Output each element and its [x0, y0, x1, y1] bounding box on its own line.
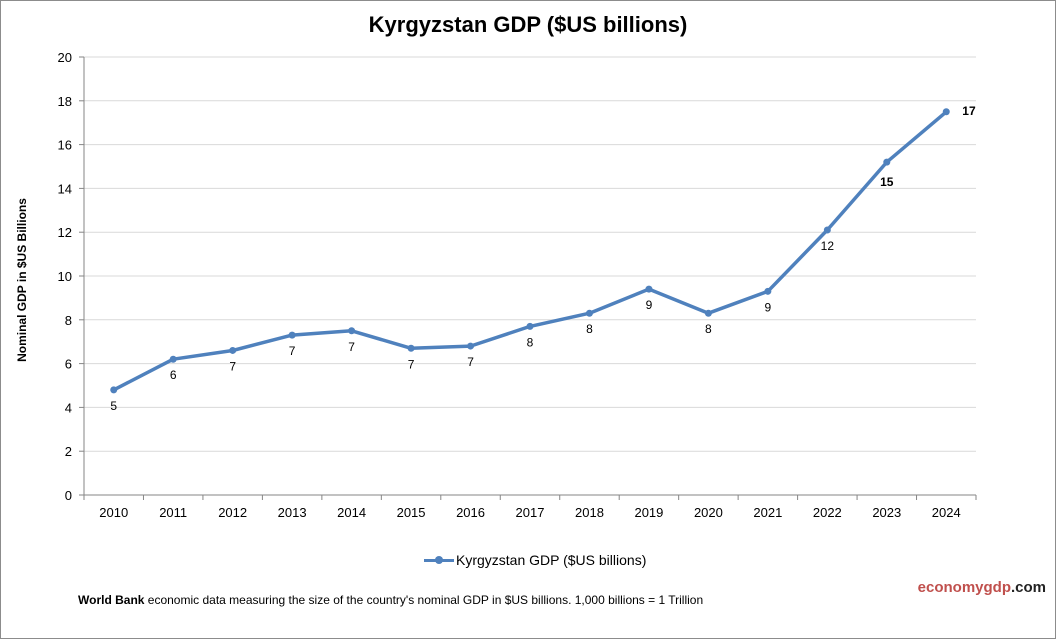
y-tick-label: 14 [58, 181, 72, 196]
data-label-2013: 7 [289, 344, 296, 358]
data-point-2011 [169, 355, 177, 363]
legend-label: Kyrgyzstan GDP ($US billions) [456, 552, 647, 568]
data-point-2020 [704, 309, 712, 317]
data-label-2010: 5 [110, 399, 117, 413]
data-point-2010 [110, 386, 118, 394]
x-tick-label: 2022 [813, 505, 842, 520]
x-tick-label: 2010 [99, 505, 128, 520]
data-point-2016 [467, 342, 475, 350]
y-tick-label: 8 [65, 313, 72, 328]
x-tick-label: 2011 [159, 505, 187, 520]
data-point-2014 [348, 327, 356, 335]
brand-logo[interactable]: economygdp.com [918, 579, 1046, 596]
x-tick-label: 2019 [634, 505, 663, 520]
data-point-2015 [407, 344, 415, 352]
chart-title: Kyrgyzstan GDP ($US billions) [368, 12, 688, 37]
data-label-2014: 7 [348, 340, 355, 354]
data-point-2023 [883, 158, 891, 166]
data-label-2017: 8 [527, 335, 534, 349]
data-label-2011: 6 [170, 368, 177, 382]
x-tick-label: 2016 [456, 505, 485, 520]
x-tick-label: 2015 [397, 505, 426, 520]
data-label-2021: 9 [765, 300, 772, 314]
data-point-2018 [585, 309, 593, 317]
y-tick-label: 18 [58, 94, 72, 109]
y-tick-label: 20 [58, 50, 72, 65]
y-tick-label: 2 [65, 444, 72, 459]
x-tick-label: 2018 [575, 505, 604, 520]
x-tick-label: 2017 [516, 505, 545, 520]
x-tick-label: 2024 [932, 505, 961, 520]
data-label-2018: 8 [586, 322, 593, 336]
data-point-2021 [764, 287, 772, 295]
data-label-2024: 17 [962, 104, 976, 118]
data-label-2015: 7 [408, 357, 415, 371]
legend-swatch [424, 550, 454, 570]
source-footnote: World Bank economic data measuring the s… [78, 593, 703, 607]
data-point-2024 [942, 108, 950, 116]
data-label-2022: 12 [821, 239, 835, 253]
data-point-2013 [288, 331, 296, 339]
data-label-2023: 15 [880, 175, 894, 189]
x-tick-label: 2023 [872, 505, 901, 520]
data-point-2019 [645, 285, 653, 293]
data-label-2012: 7 [229, 359, 236, 373]
x-tick-label: 2020 [694, 505, 723, 520]
source-name: World Bank [78, 593, 145, 607]
y-tick-label: 6 [65, 357, 72, 372]
x-tick-label: 2012 [218, 505, 247, 520]
x-tick-label: 2013 [278, 505, 307, 520]
legend: Kyrgyzstan GDP ($US billions) [424, 550, 646, 570]
data-label-2016: 7 [467, 355, 474, 369]
data-point-2012 [229, 346, 237, 354]
x-tick-label: 2021 [753, 505, 782, 520]
brand-name: economygdp [917, 579, 1011, 596]
y-tick-label: 12 [58, 225, 72, 240]
y-tick-label: 16 [58, 138, 72, 153]
source-description: economic data measuring the size of the … [144, 593, 704, 607]
data-label-2019: 9 [646, 298, 653, 312]
data-point-2022 [823, 226, 831, 234]
x-tick-label: 2014 [337, 505, 366, 520]
data-label-2020: 8 [705, 322, 712, 336]
y-tick-label: 10 [58, 269, 72, 284]
y-tick-label: 4 [65, 400, 72, 415]
y-tick-label: 0 [65, 488, 72, 503]
brand-domain: .com [1010, 579, 1046, 596]
data-point-2017 [526, 322, 534, 330]
